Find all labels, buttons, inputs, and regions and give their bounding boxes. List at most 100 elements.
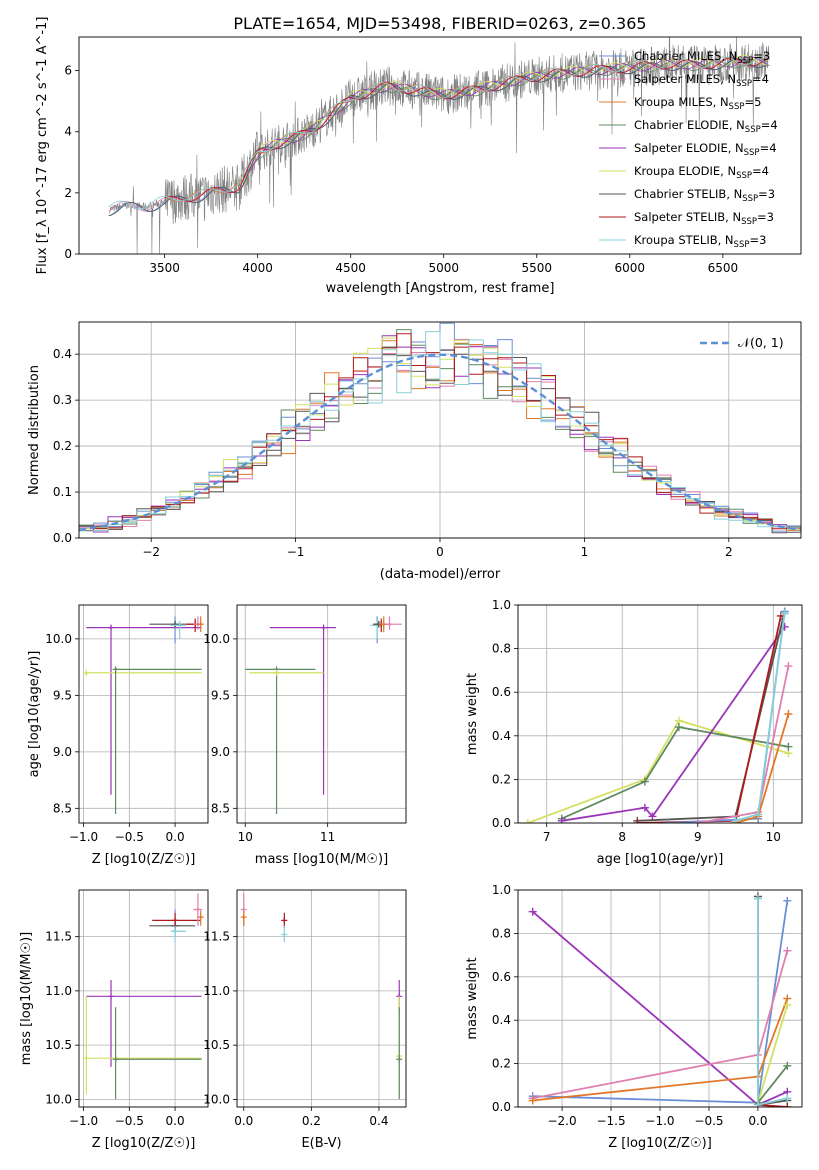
weight-marker	[528, 1096, 537, 1105]
legend-subscript: SSP	[741, 217, 757, 227]
x-axis-label: age [log10(age/yr)]	[597, 852, 724, 867]
y-axis-label: mass weight	[465, 957, 480, 1039]
legend-entry: Kroupa STELIB, NSSP=3	[634, 233, 766, 250]
weight-marker	[783, 896, 792, 905]
plot-area	[240, 893, 403, 1100]
y-tick-label: 0.0	[53, 531, 72, 545]
legend-count: =3	[758, 187, 775, 201]
plot-area	[83, 893, 204, 1100]
y-tick-label: 10.0	[45, 1092, 72, 1106]
axes-frame	[78, 321, 802, 539]
y-axis-label: mass [log10(M/M☉)]	[19, 932, 34, 1065]
y-tick-label: 0.4	[492, 1013, 511, 1027]
data-point	[172, 621, 179, 628]
y-axis-label: mass weight	[465, 673, 480, 755]
plot-area	[83, 616, 204, 814]
x-tick-label: −2	[142, 545, 160, 559]
legend-spectrum: Chabrier MILES, NSSP=3 Salpeter MILES, NS…	[599, 49, 778, 250]
legend-count: =4	[761, 118, 778, 132]
x-axis-label: mass [log10(M/M☉)]	[255, 852, 388, 867]
data-point	[172, 928, 179, 935]
weight-marker	[648, 812, 657, 821]
plot-area	[523, 607, 793, 823]
weight-line	[561, 626, 786, 822]
legend-subscript: SSP	[745, 125, 761, 135]
x-tick-label: 6000	[615, 261, 646, 275]
data-point	[108, 624, 115, 631]
weight-line	[757, 1004, 789, 1103]
y-tick-label: 9.5	[53, 688, 72, 702]
x-tick-label: 0.0	[166, 1114, 185, 1128]
weight-marker	[753, 894, 762, 903]
legend-subscript: SSP	[736, 79, 752, 89]
y-tick-label: 8.5	[53, 801, 72, 815]
x-tick-label: 5500	[521, 261, 552, 275]
x-axis-label: Z [log10(Z/Z☉)]	[608, 1136, 712, 1151]
x-tick-label: 4000	[242, 261, 273, 275]
weight-line	[735, 713, 790, 823]
plot-area	[79, 322, 801, 538]
x-tick-label: −0.5	[694, 1114, 723, 1128]
weight-marker	[528, 907, 537, 916]
y-tick-label: 0.6	[492, 970, 511, 984]
x-tick-label: 0.0	[748, 1114, 767, 1128]
weight-marker	[783, 1001, 792, 1010]
y-tick-label: 2	[64, 186, 72, 200]
x-tick-label: 7	[543, 830, 551, 844]
y-tick-label: 0	[64, 247, 72, 261]
x-tick-label: 9	[694, 830, 702, 844]
figure-title: PLATE=1654, MJD=53498, FIBERID=0263, z=0…	[233, 14, 646, 33]
y-tick-label: 0.0	[492, 816, 511, 830]
data-point	[112, 1056, 119, 1063]
legend-subscript: SSP	[742, 194, 758, 204]
axes-frame	[236, 604, 407, 824]
y-tick-label: 1.0	[492, 883, 511, 897]
legend-entry: Salpeter ELODIE, NSSP=4	[634, 141, 777, 158]
y-axis-label: age [log10(age/yr)]	[27, 651, 42, 778]
x-tick-label: 10	[238, 830, 253, 844]
x-axis-label: Z [log10(Z/Z☉)]	[92, 852, 196, 867]
legend-entry: Kroupa MILES, NSSP=5	[634, 95, 761, 112]
x-axis-label: Z [log10(Z/Z☉)]	[92, 1136, 196, 1151]
legend-count: =5	[744, 95, 761, 109]
data-point	[396, 1056, 403, 1063]
data-point	[197, 914, 204, 921]
weight-marker	[784, 742, 793, 751]
data-point	[386, 621, 393, 628]
data-point	[172, 917, 179, 924]
x-tick-label: −1.5	[596, 1114, 625, 1128]
x-tick-label: 4500	[335, 261, 366, 275]
data-point	[83, 669, 90, 676]
data-point	[176, 622, 183, 629]
x-tick-label: 3500	[149, 261, 180, 275]
y-axis-label: Normed distribution	[27, 365, 42, 495]
y-tick-label: 0.4	[53, 347, 72, 361]
model-line	[108, 58, 768, 217]
y-tick-label: 0.8	[492, 926, 511, 940]
plots-layer: 3500 4000 4500 5000 5500 6000 6500 0 2 4 6 Chabrier…	[19, 17, 803, 1151]
weight-marker	[557, 816, 566, 823]
weight-marker	[784, 662, 793, 671]
weight-marker	[523, 819, 532, 823]
legend-normal: 𝒩(0, 1)	[700, 335, 784, 350]
model-line	[164, 54, 768, 202]
legend-count: =3	[753, 49, 770, 63]
x-tick-label: 11	[320, 830, 335, 844]
y-tick-label: 9.0	[53, 745, 72, 759]
axes-frame	[517, 889, 803, 1108]
y-tick-label: 10.5	[203, 1038, 230, 1052]
data-point	[108, 993, 115, 1000]
weight-marker	[663, 819, 672, 823]
y-tick-label: 0.4	[492, 729, 511, 743]
plot-area	[245, 616, 402, 814]
data-point	[281, 917, 288, 924]
weight-marker	[633, 819, 642, 823]
y-tick-label: 9.5	[211, 688, 230, 702]
y-tick-label: 10.0	[45, 632, 72, 646]
plot-area	[108, 37, 770, 254]
data-point	[197, 621, 204, 628]
weight-marker	[783, 1061, 792, 1070]
x-tick-label: 2	[725, 545, 733, 559]
panel-spectrum: 3500 4000 4500 5000 5500 6000 6500 0 2 4 6 Chabrier…	[35, 17, 802, 296]
